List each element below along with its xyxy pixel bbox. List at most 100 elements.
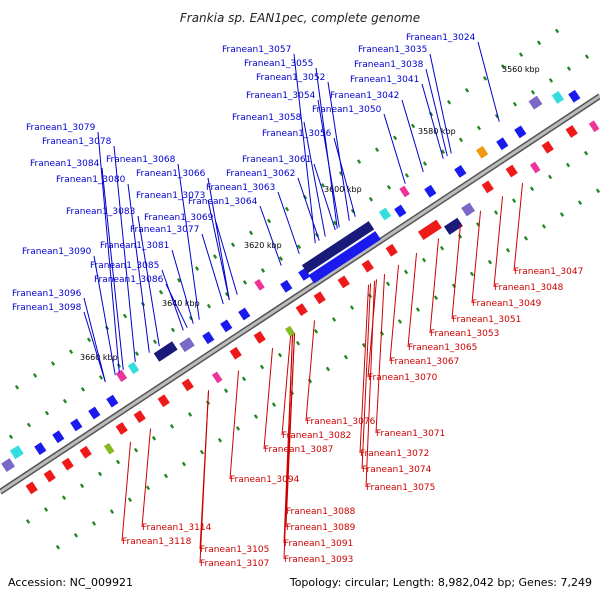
tick-mark [176,278,182,283]
tick-mark [151,435,157,441]
gene-arrow [565,125,578,138]
tick-mark [500,64,506,69]
leader-line [493,196,504,288]
tick-mark [392,135,398,141]
genome-backbone [0,93,600,495]
leader-line [425,68,448,157]
gene-arrow [254,278,265,291]
tick-mark [68,349,74,354]
leader-line [471,210,482,304]
gene-label: Franean1_3088 [286,507,356,517]
gene-arrow [424,184,437,198]
tick-mark [295,340,301,346]
tick-mark [518,52,524,57]
gene-label: Franean1_3098 [12,303,82,313]
gene-label: Franean1_3070 [368,373,438,383]
tick-mark [241,376,247,382]
gene-arrow [394,204,407,218]
gene-label: Franean1_3081 [100,241,169,251]
gene-arrow [25,481,38,495]
leader-line [215,221,238,295]
gene-label: Franean1_3038 [354,60,424,70]
gene-arrow [295,303,308,317]
gene-label: Franean1_3062 [226,169,295,179]
tick-mark [385,281,391,287]
leader-line [401,99,424,173]
tick-mark [50,361,56,366]
leader-line [361,283,372,470]
tick-mark [158,289,164,295]
tick-mark [79,483,85,489]
gene-arrow [496,137,509,151]
leader-line [375,274,386,434]
tick-mark [439,245,445,251]
gene-label: Franean1_3077 [130,225,199,235]
gene-arrow [133,410,146,423]
gene-label: Franean1_3050 [312,105,382,115]
tick-mark [482,76,488,81]
gene-arrow [238,307,251,321]
tick-mark [386,185,392,190]
gene-arrow [385,243,398,257]
tick-mark [248,230,254,236]
leader-line [359,284,370,454]
leader-line [305,320,316,422]
gene-arrow [301,221,375,274]
leader-line [365,280,376,488]
tick-mark [307,378,313,384]
gene-label: Franean1_3093 [284,555,353,565]
leader-line [293,53,316,244]
gene-arrow [70,418,83,432]
tick-mark [194,266,200,271]
tick-mark [415,307,421,312]
tick-mark [253,414,259,419]
tick-mark [97,471,103,477]
tick-label: 3640 kbp [162,299,200,308]
tick-mark [152,339,158,345]
tick-mark [559,212,565,217]
tick-mark [433,295,439,301]
tick-mark [536,40,542,46]
leader-line [101,167,124,370]
leader-line [141,428,152,528]
gene-label: Franean1_3054 [246,91,316,101]
gene-label: Franean1_3024 [406,33,476,43]
tick-mark [457,233,463,239]
tick-mark [469,271,475,277]
gene-label: Franean1_3065 [408,343,477,353]
tick-label: 3560 kbp [502,65,540,74]
tick-mark [595,188,600,194]
leader-line [229,370,240,480]
tick-mark [296,244,302,250]
leader-line [127,183,150,353]
gene-arrow [337,275,350,289]
gene-arrow [588,120,600,133]
gene-arrow [308,231,381,284]
leader-line [165,283,188,328]
leader-line [513,183,524,272]
gene-arrow [202,331,215,345]
gene-arrow [211,371,223,384]
gene-label: Franean1_3091 [284,539,353,549]
tick-mark [260,268,266,273]
gene-arrow [529,161,541,174]
tick-mark [91,521,97,526]
gene-label: Franean1_3058 [232,113,302,123]
leader-line [259,205,282,266]
gene-arrow [253,330,266,344]
tick-mark [235,426,241,431]
tick-mark [181,461,187,467]
tick-mark [332,220,338,226]
gene-label: Franean1_3066 [136,169,206,179]
tick-mark [464,87,470,93]
gene-label: Franean1_3056 [262,129,332,139]
tick-mark [529,186,535,192]
tick-mark [349,305,355,310]
tick-mark [163,473,169,479]
leader-line [407,252,418,348]
tick-mark [278,256,284,261]
gene-label: Franean1_3063 [206,183,275,193]
tick-mark [86,337,92,343]
tick-mark [43,507,49,512]
tick-label: 3620 kbp [244,241,282,250]
